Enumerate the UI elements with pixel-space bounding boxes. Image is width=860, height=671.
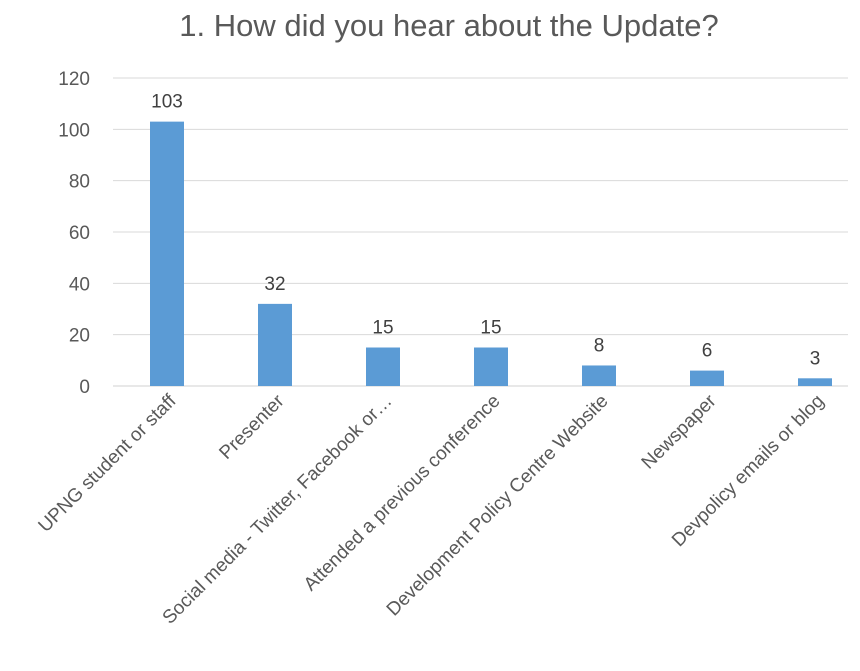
y-tick-label: 120 [58, 69, 90, 90]
category-label: Development Policy Centre Website [383, 391, 613, 621]
gridlines [113, 77, 848, 387]
bars [150, 121, 832, 386]
data-label: 8 [594, 335, 605, 356]
data-label: 3 [810, 348, 821, 369]
category-label: Attended a previous conference [300, 391, 505, 596]
bar [690, 370, 724, 386]
data-label: 103 [151, 92, 183, 113]
data-label: 15 [372, 318, 393, 339]
y-tick-label: 100 [58, 120, 90, 141]
category-label: UPNG student or staff [35, 390, 182, 537]
bar [258, 303, 292, 386]
bar [582, 365, 616, 386]
y-tick-label: 20 [69, 326, 90, 347]
category-label: Social media - Twitter, Facebook or… [159, 391, 397, 629]
bar [474, 347, 508, 386]
y-tick-label: 0 [79, 377, 90, 398]
category-label: Newspaper [638, 390, 721, 473]
bar [798, 378, 832, 386]
chart-title: 1. How did you hear about the Update? [179, 8, 718, 43]
y-tick-label: 40 [69, 274, 90, 295]
data-label: 32 [264, 274, 285, 295]
data-label: 6 [702, 341, 713, 362]
y-tick-label: 80 [69, 172, 90, 193]
category-label: Presenter [215, 390, 289, 464]
bar [366, 347, 400, 386]
bar [150, 121, 184, 386]
y-axis-ticks: 0 20 40 60 80 100 120 [58, 69, 90, 398]
y-tick-label: 60 [69, 223, 90, 244]
data-labels: 103 32 15 15 8 6 3 [151, 92, 820, 370]
data-label: 15 [480, 318, 501, 339]
